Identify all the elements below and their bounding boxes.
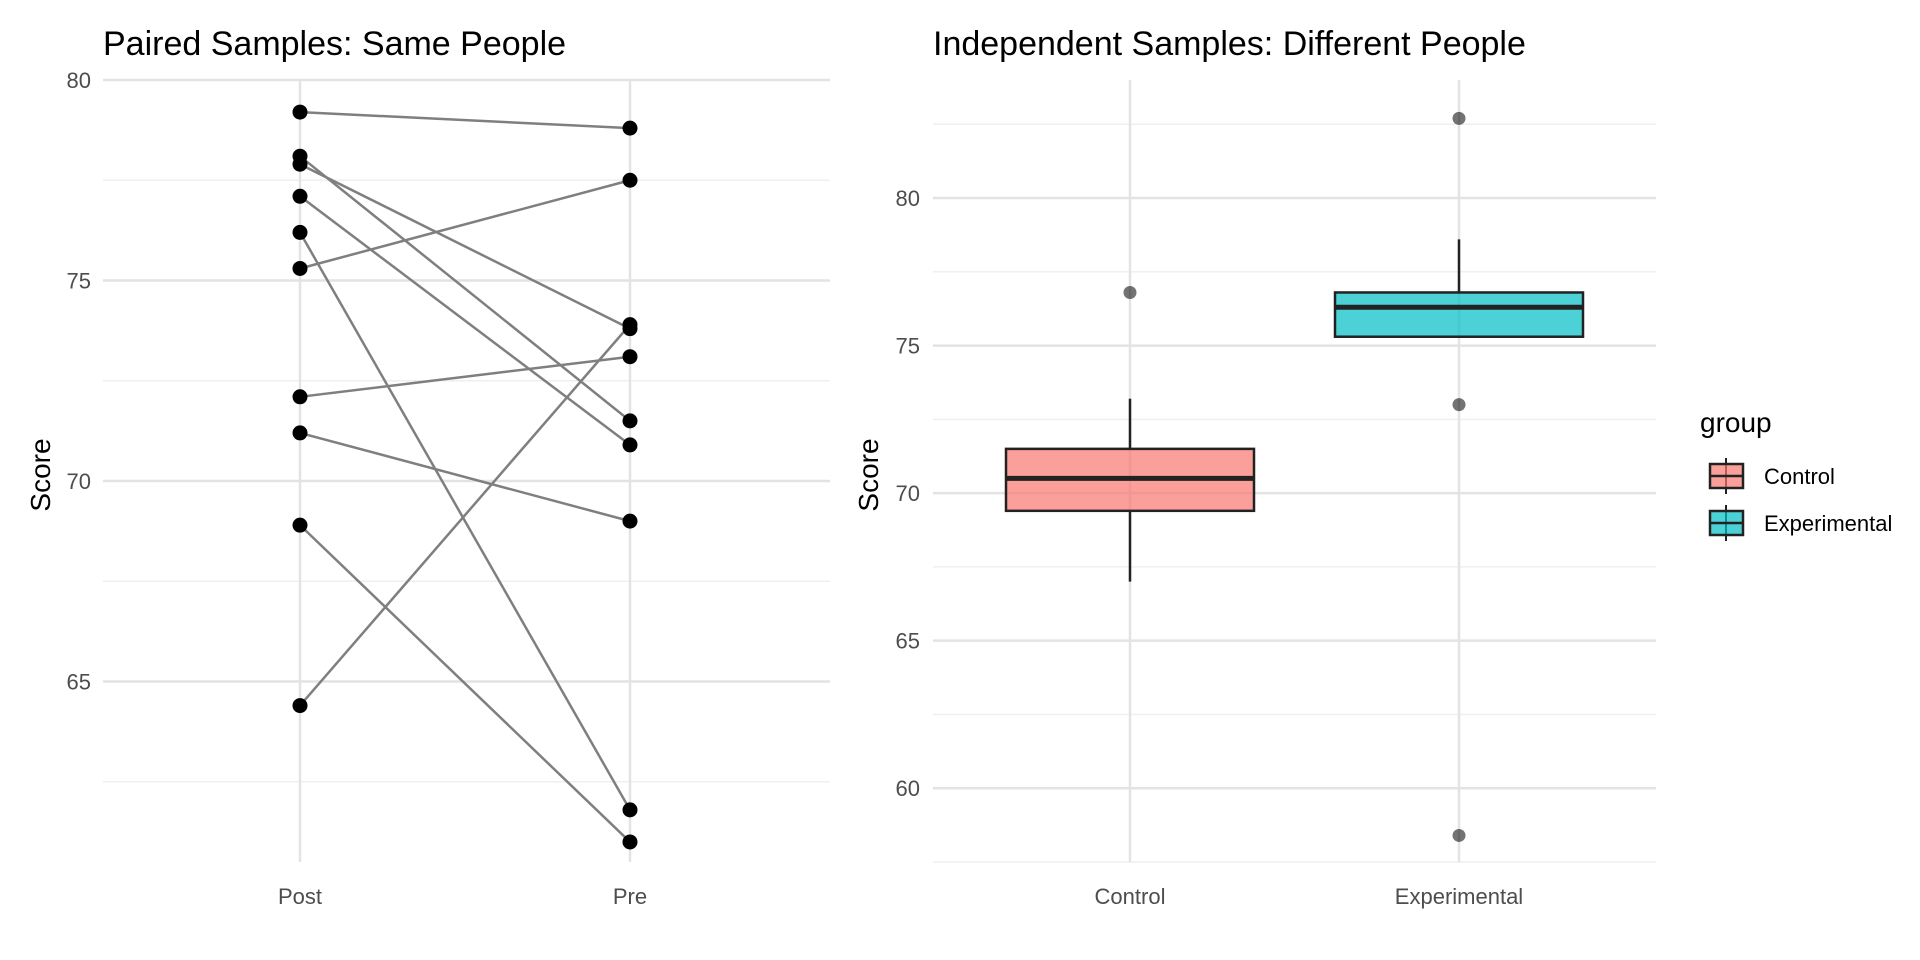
legend-title: group (1700, 407, 1772, 438)
independent-panel: 60 65 70 75 80 Control Experimental Independe… (853, 25, 1656, 909)
left-y-tick-label: 70 (67, 469, 91, 494)
right-gridlines (933, 80, 1656, 863)
post-point (292, 425, 308, 441)
pre-point (622, 172, 638, 188)
pair-line (299, 431, 631, 523)
box (1333, 291, 1585, 338)
paired-points (292, 104, 638, 850)
pair-line (299, 355, 631, 399)
pair-line (299, 195, 631, 446)
pre-point (622, 120, 638, 136)
right-y-tick-label: 70 (896, 481, 920, 506)
left-x-tick-labels: Post Pre (278, 884, 647, 909)
legend-label: Experimental (1764, 511, 1892, 536)
left-y-tick-labels: 65 70 75 80 (67, 68, 91, 695)
pair-line (299, 323, 631, 707)
post-point (292, 156, 308, 172)
post-point (292, 104, 308, 120)
pre-point (622, 413, 638, 429)
right-y-axis-title: Score (853, 438, 884, 511)
left-x-tick-label: Pre (613, 884, 647, 909)
pair-line (299, 524, 631, 843)
outlier-point (1452, 398, 1466, 412)
right-x-tick-label: Control (1095, 884, 1166, 909)
legend-item-control: Control (1708, 458, 1835, 494)
right-x-tick-labels: Control Experimental (1095, 884, 1524, 909)
right-y-tick-label: 65 (896, 629, 920, 654)
left-y-axis-title: Score (25, 438, 56, 511)
outlier-point (1123, 285, 1137, 299)
paired-panel: 65 70 75 80 Post Pre Paired Samples: Same Pe… (25, 25, 830, 909)
pair-line (299, 110, 631, 130)
right-chart-title: Independent Samples: Different People (933, 25, 1526, 63)
left-chart-title: Paired Samples: Same People (103, 25, 566, 63)
left-gridlines (103, 78, 830, 862)
pre-point (622, 802, 638, 818)
left-x-tick-label: Post (278, 884, 322, 909)
legend: group Control Experimental (1700, 407, 1892, 541)
left-y-tick-label: 80 (67, 68, 91, 93)
left-y-tick-label: 65 (67, 670, 91, 695)
left-y-tick-label: 75 (67, 269, 91, 294)
post-point (292, 517, 308, 533)
pair-line (299, 179, 631, 270)
paired-lines (298, 110, 632, 843)
legend-item-experimental: Experimental (1708, 505, 1892, 541)
outlier-point (1452, 111, 1466, 125)
right-y-tick-label: 75 (896, 334, 920, 359)
outlier-point (1452, 828, 1466, 842)
legend-label: Control (1764, 464, 1835, 489)
legend-items: Control Experimental (1708, 458, 1892, 541)
pre-point (622, 349, 638, 365)
pre-point (622, 437, 638, 453)
pre-point (622, 834, 638, 850)
post-point (292, 224, 308, 240)
pair-line (299, 163, 631, 330)
right-y-tick-label: 60 (896, 776, 920, 801)
right-y-tick-label: 80 (896, 186, 920, 211)
pair-line (299, 155, 631, 422)
right-x-tick-label: Experimental (1395, 884, 1523, 909)
boxplot-experimental (1333, 111, 1585, 842)
post-point (292, 188, 308, 204)
pre-point (622, 317, 638, 333)
post-point (292, 698, 308, 714)
right-y-tick-labels: 60 65 70 75 80 (896, 186, 920, 801)
post-point (292, 389, 308, 405)
pair-line (298, 231, 632, 811)
pre-point (622, 513, 638, 529)
boxplots (1004, 111, 1585, 842)
post-point (292, 260, 308, 276)
boxplot-control (1004, 285, 1256, 582)
